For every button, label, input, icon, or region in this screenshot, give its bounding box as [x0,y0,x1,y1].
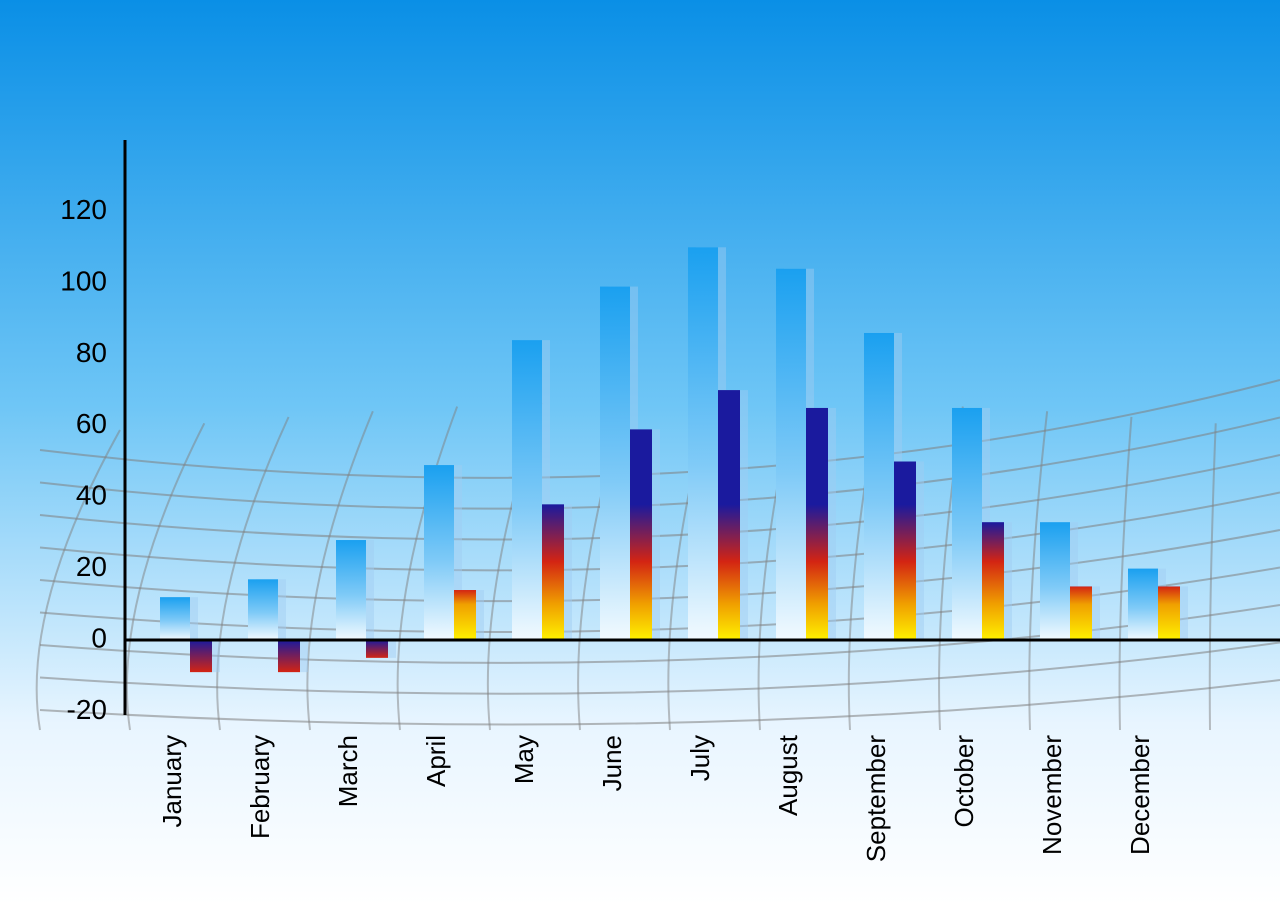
y-tick-label: -20 [67,694,107,725]
x-category-label: October [949,735,979,828]
x-category-label: January [157,735,187,828]
series2-bar [454,590,476,640]
x-category-label: November [1037,735,1067,855]
series1-bar [1040,522,1070,640]
chart-container: -20 0 20 40 60 80 100 120 January February March A… [0,0,1280,905]
y-tick-label: 80 [76,337,107,368]
series2-bar [278,640,300,672]
series1-bar [1128,569,1158,640]
series1-bar [864,333,894,640]
series2-bar [1158,586,1180,640]
series1-bar [688,247,718,640]
x-category-label: December [1125,735,1155,855]
series1-bar [248,579,278,640]
series1-bar [160,597,190,640]
series2-bar [630,429,652,640]
x-category-label: March [333,735,363,807]
series1-bar [776,269,806,640]
series1-bar [512,340,542,640]
y-tick-label: 0 [91,622,107,653]
x-category-label: August [773,734,803,816]
x-category-label: July [685,735,715,781]
series1-bar [952,408,982,640]
y-tick-label: 20 [76,551,107,582]
series2-bar [190,640,212,672]
series2-bar [1070,586,1092,640]
series2-bar [894,462,916,641]
series2-bar [806,408,828,640]
y-tick-label: 40 [76,480,107,511]
x-category-label: April [421,735,451,787]
x-category-label: May [509,735,539,784]
x-category-label: June [597,735,627,791]
y-tick-label: 60 [76,408,107,439]
series2-bar [366,640,388,658]
series2-bar [542,504,564,640]
monthly-bar-chart: -20 0 20 40 60 80 100 120 January February March A… [0,0,1280,905]
series1-bar [424,465,454,640]
series2-bar [982,522,1004,640]
series1-bar [600,287,630,640]
series2-bar [718,390,740,640]
x-category-label: February [245,735,275,839]
y-tick-label: 100 [60,265,107,296]
y-tick-label: 120 [60,194,107,225]
series1-bar [336,540,366,640]
x-category-label: September [861,735,891,863]
